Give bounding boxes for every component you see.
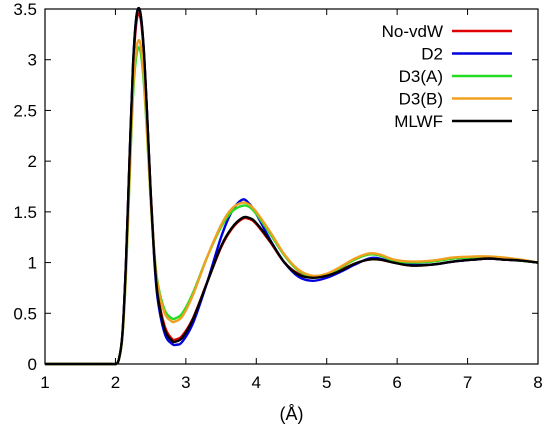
legend: No-vdW D2 D3(A) D3(B) MLWF (382, 22, 512, 131)
y-tick-label: 1 (28, 254, 37, 273)
series-line-d3-b (44, 38, 539, 366)
y-tick-label: 2.5 (13, 101, 37, 120)
legend-label: No-vdW (382, 22, 443, 41)
y-tick-label: 1.5 (13, 203, 37, 222)
plot-frame (44, 8, 539, 365)
plot-lines (44, 6, 539, 366)
x-tick-label: 7 (463, 373, 472, 392)
legend-label: MLWF (394, 112, 443, 131)
series-line-mlwf (44, 6, 539, 366)
legend-label: D2 (421, 45, 443, 64)
x-tick-label: 6 (392, 373, 401, 392)
legend-label: D3(B) (399, 90, 443, 109)
series-line-d2 (44, 7, 539, 366)
series-line-no-vdw (44, 12, 539, 366)
y-tick-label: 3.5 (13, 0, 37, 19)
series-line-d3-a (44, 46, 539, 366)
x-tick-label: 3 (181, 373, 190, 392)
y-tick-label: 3 (28, 51, 37, 70)
x-tick-label: 8 (533, 373, 542, 392)
legend-label: D3(A) (399, 67, 443, 86)
x-tick-label: 2 (111, 373, 120, 392)
y-tick-label: 2 (28, 152, 37, 171)
x-axis-label: (Å) (280, 404, 304, 424)
x-tick-label: 5 (322, 373, 331, 392)
x-tick-label: 4 (252, 373, 261, 392)
x-tick-label: 1 (40, 373, 49, 392)
y-tick-label: 0 (28, 355, 37, 374)
y-tick-label: 0.5 (13, 304, 37, 323)
axis-ticks: 1 2 3 4 5 6 7 8 0 0.5 1 1.5 2 2.5 3 3.5 (13, 0, 542, 392)
